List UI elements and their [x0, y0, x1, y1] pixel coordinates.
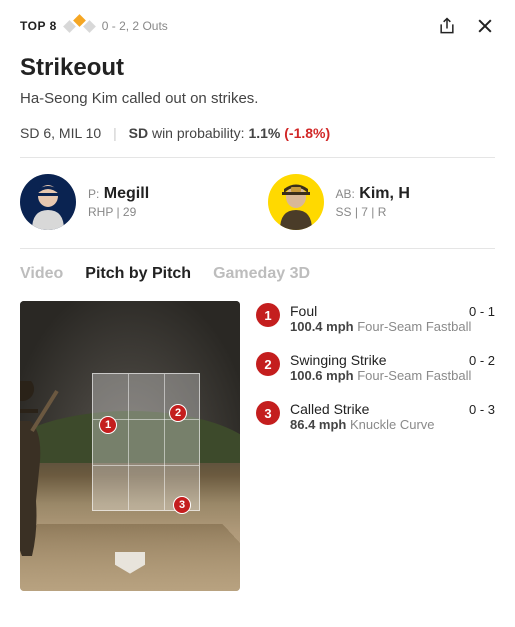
pitch-count: 0 - 2	[469, 353, 495, 368]
pitcher-role: P:	[88, 187, 99, 201]
batter-silhouette-icon	[20, 381, 62, 561]
pitch-count: 0 - 3	[469, 402, 495, 417]
result-title: Strikeout	[20, 54, 495, 82]
pitch-type: Knuckle Curve	[350, 417, 435, 432]
batter-name: Kim, H	[359, 185, 410, 202]
strike-zone-panel: 1 2 3	[20, 301, 240, 591]
pitch-number-badge: 1	[256, 303, 280, 327]
tab-pitch-by-pitch[interactable]: Pitch by Pitch	[85, 265, 191, 283]
result-description: Ha-Seong Kim called out on strikes.	[20, 90, 495, 107]
close-icon[interactable]	[475, 16, 495, 36]
pitch-speed: 100.4 mph	[290, 319, 354, 334]
pitch-list: 1 Foul 0 - 1 100.4 mph Four-Seam Fastball 2S…	[256, 301, 495, 591]
pitch-item[interactable]: 3 Called Strike 0 - 3 86.4 mph Knuckle Curv…	[256, 401, 495, 432]
bases-diamond	[65, 22, 94, 31]
pitch-marker[interactable]: 3	[173, 496, 191, 514]
pitch-type: Four-Seam Fastball	[357, 319, 471, 334]
pitcher-avatar	[20, 174, 76, 230]
batter-avatar	[268, 174, 324, 230]
pitch-item[interactable]: 1 Foul 0 - 1 100.4 mph Four-Seam Fastball	[256, 303, 495, 334]
pitch-result: Called Strike	[290, 401, 369, 417]
wp-delta: (-1.8%)	[284, 125, 330, 141]
strike-zone-box	[92, 373, 200, 511]
tab-video[interactable]: Video	[20, 265, 63, 283]
inning-header: TOP 8 0 - 2, 2 Outs	[20, 16, 495, 36]
batter-role: AB:	[336, 187, 355, 201]
score-text: SD 6, MIL 10	[20, 125, 101, 141]
count-outs: 0 - 2, 2 Outs	[102, 19, 168, 33]
wp-team: SD	[129, 125, 148, 141]
score-line: SD 6, MIL 10 | SD win probability: 1.1% …	[20, 125, 495, 141]
divider	[20, 248, 495, 249]
wp-value: 1.1%	[248, 125, 280, 141]
pitch-number-badge: 3	[256, 401, 280, 425]
pitcher-name: Megill	[104, 185, 149, 202]
pitch-count: 0 - 1	[469, 304, 495, 319]
pitch-result: Swinging Strike	[290, 352, 387, 368]
pitch-type: Four-Seam Fastball	[357, 368, 471, 383]
pitcher-meta: RHP | 29	[88, 205, 149, 219]
batter-meta: SS | 7 | R	[336, 205, 410, 219]
pitcher-card[interactable]: P: Megill RHP | 29	[20, 174, 248, 230]
pitch-number-badge: 2	[256, 352, 280, 376]
wp-label: win probability:	[148, 125, 248, 141]
pitch-speed: 100.6 mph	[290, 368, 354, 383]
pitch-marker[interactable]: 2	[169, 404, 187, 422]
tabs: Video Pitch by Pitch Gameday 3D	[20, 265, 495, 283]
pitch-speed: 86.4 mph	[290, 417, 346, 432]
divider	[20, 157, 495, 158]
pitch-item[interactable]: 2 Swinging Strike 0 - 2 100.6 mph Four-Seam…	[256, 352, 495, 383]
tab-gameday-3d[interactable]: Gameday 3D	[213, 265, 310, 283]
pitch-result: Foul	[290, 303, 317, 319]
batter-card[interactable]: AB: Kim, H SS | 7 | R	[268, 174, 496, 230]
share-icon[interactable]	[437, 16, 457, 36]
inning-label: TOP 8	[20, 19, 57, 33]
pitch-marker[interactable]: 1	[99, 416, 117, 434]
